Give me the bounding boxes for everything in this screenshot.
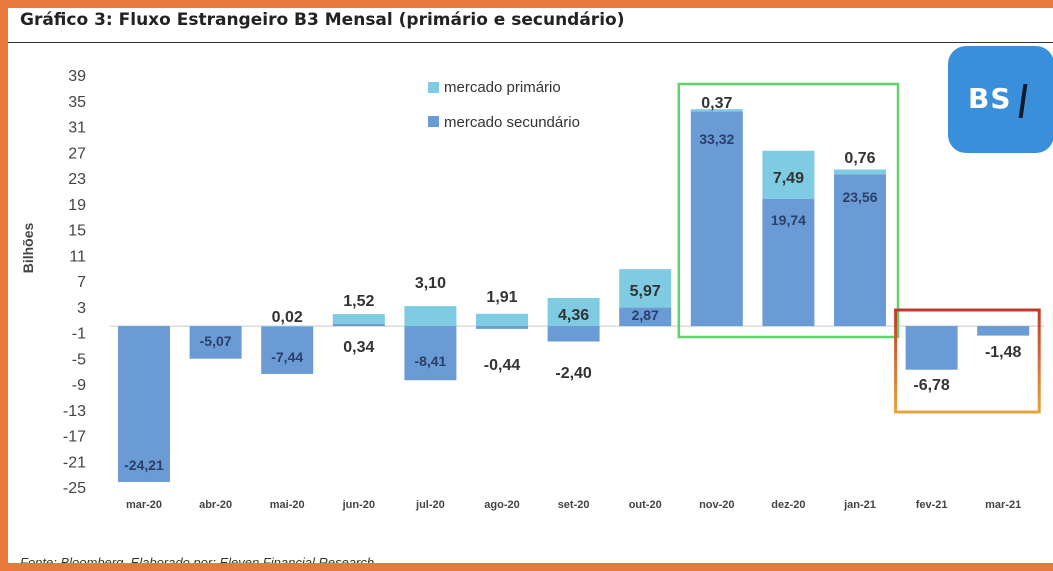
y-tick-label: 11 [69, 248, 86, 265]
y-tick-label: -5 [72, 351, 86, 368]
bar-primario-mai-20 [261, 325, 314, 327]
data-label-primario: 4,36 [558, 307, 589, 324]
bar-secundario-out-20 [619, 307, 672, 327]
data-label-secundario: 2,87 [632, 307, 659, 323]
x-tick-label: jul-20 [415, 499, 445, 511]
chart-title: Gráfico 3: Fluxo Estrangeiro B3 Mensal (… [20, 10, 625, 30]
title-bar: Gráfico 3: Fluxo Estrangeiro B3 Mensal (… [8, 8, 1053, 43]
source-note: Fonte: Bloomberg. Elaborado por: Eleven … [20, 555, 375, 563]
y-tick-label: 35 [68, 94, 86, 111]
x-tick-label: jun-20 [342, 499, 375, 511]
data-label-primario: 1,91 [486, 289, 517, 306]
y-tick-label: -17 [63, 429, 86, 446]
x-tick-label: mar-21 [985, 499, 1021, 511]
bar-primario-jan-21 [834, 169, 886, 175]
bar-primario-jun-20 [332, 314, 385, 324]
bs-logo: BS [948, 46, 1053, 153]
bar-primario-nov-20 [690, 109, 743, 112]
data-label-primario: 1,52 [343, 293, 374, 310]
bar-secundario-jan-21 [834, 174, 886, 327]
logo-text: BS [968, 82, 1012, 115]
x-tick-label: abr-20 [199, 499, 232, 511]
y-tick-label: -25 [63, 480, 86, 497]
y-tick-label: -21 [63, 454, 86, 471]
bar-secundario-set-20 [547, 326, 600, 342]
data-label-secundario: 19,74 [771, 212, 806, 228]
y-axis-label: Bilhões [20, 223, 36, 274]
bar-primario-out-20 [619, 269, 672, 308]
data-label-primario: 0,02 [272, 309, 303, 326]
bar-secundario-fev-21 [905, 326, 958, 370]
data-label-primario: 7,49 [773, 170, 804, 187]
data-label-primario: 3,10 [415, 275, 446, 292]
data-label-secundario: -7,44 [271, 349, 303, 365]
data-label-primario: 0,37 [701, 95, 732, 112]
data-label-secundario: 23,56 [842, 189, 877, 205]
data-label-secundario: -2,40 [555, 365, 592, 382]
legend-label-primario: mercado primário [444, 79, 561, 96]
x-tick-label: fev-21 [916, 499, 948, 511]
bar-secundario-mar-20 [118, 326, 170, 482]
data-label-primario: 0,76 [844, 150, 875, 167]
bar-secundario-mai-20 [261, 326, 314, 374]
highlight-box-green [677, 82, 900, 339]
x-tick-label: nov-20 [699, 499, 734, 511]
data-label-secundario: -5,07 [200, 333, 232, 349]
x-tick-label: jan-21 [843, 499, 876, 511]
data-label-secundario: -6,78 [913, 377, 950, 394]
y-tick-label: 39 [68, 68, 86, 85]
data-label-secundario: -8,41 [414, 353, 446, 369]
bar-secundario-jun-20 [332, 323, 385, 327]
x-tick-label: mai-20 [270, 499, 305, 511]
data-label-secundario: -24,21 [124, 457, 164, 473]
x-tick-label: mar-20 [126, 499, 162, 511]
legend-label-secundario: mercado secundário [444, 114, 580, 131]
x-tick-label: set-20 [558, 499, 590, 511]
y-tick-label: 3 [77, 300, 86, 317]
bar-secundario-dez-20 [762, 198, 815, 327]
bar-secundario-ago-20 [476, 326, 528, 329]
bar-secundario-mar-21 [977, 326, 1030, 336]
y-tick-label: -1 [72, 326, 86, 343]
chart-frame: Gráfico 3: Fluxo Estrangeiro B3 Mensal (… [8, 8, 1053, 563]
data-label-secundario: -1,48 [985, 344, 1022, 361]
x-tick-label: out-20 [629, 499, 662, 511]
bar-primario-ago-20 [476, 313, 528, 327]
y-tick-label: 7 [77, 274, 86, 291]
data-label-secundario: 0,34 [343, 339, 374, 356]
y-tick-label: 19 [68, 197, 86, 214]
y-tick-label: -13 [63, 403, 86, 420]
x-tick-label: dez-20 [771, 499, 805, 511]
bar-chart: 39 35 31 27 23 19 15 11 7 3 -1 -5 -9 -13 -17 -21 -25 Bilh… [20, 68, 1044, 511]
highlight-box-red [894, 308, 1041, 414]
bar-secundario-jul-20 [404, 326, 457, 381]
bar-secundario-abr-20 [189, 326, 242, 359]
legend-swatch-primario [428, 82, 439, 93]
y-tick-label: 31 [68, 120, 86, 137]
y-tick-label: 23 [68, 171, 86, 188]
logo-slash-icon [1018, 84, 1028, 118]
x-tick-label: ago-20 [484, 499, 519, 511]
data-label-primario: 5,97 [630, 283, 661, 300]
bar-primario-set-20 [547, 297, 600, 327]
bar-primario-jul-20 [404, 306, 457, 327]
bar-secundario-nov-20 [690, 111, 743, 327]
y-tick-label: -9 [72, 377, 86, 394]
legend-swatch-secundario [428, 116, 439, 127]
y-tick-label: 15 [68, 223, 86, 240]
bar-primario-dez-20 [762, 150, 815, 199]
data-label-secundario: 33,32 [699, 131, 734, 147]
y-tick-label: 27 [68, 145, 86, 162]
data-label-secundario: -0,44 [484, 357, 521, 374]
